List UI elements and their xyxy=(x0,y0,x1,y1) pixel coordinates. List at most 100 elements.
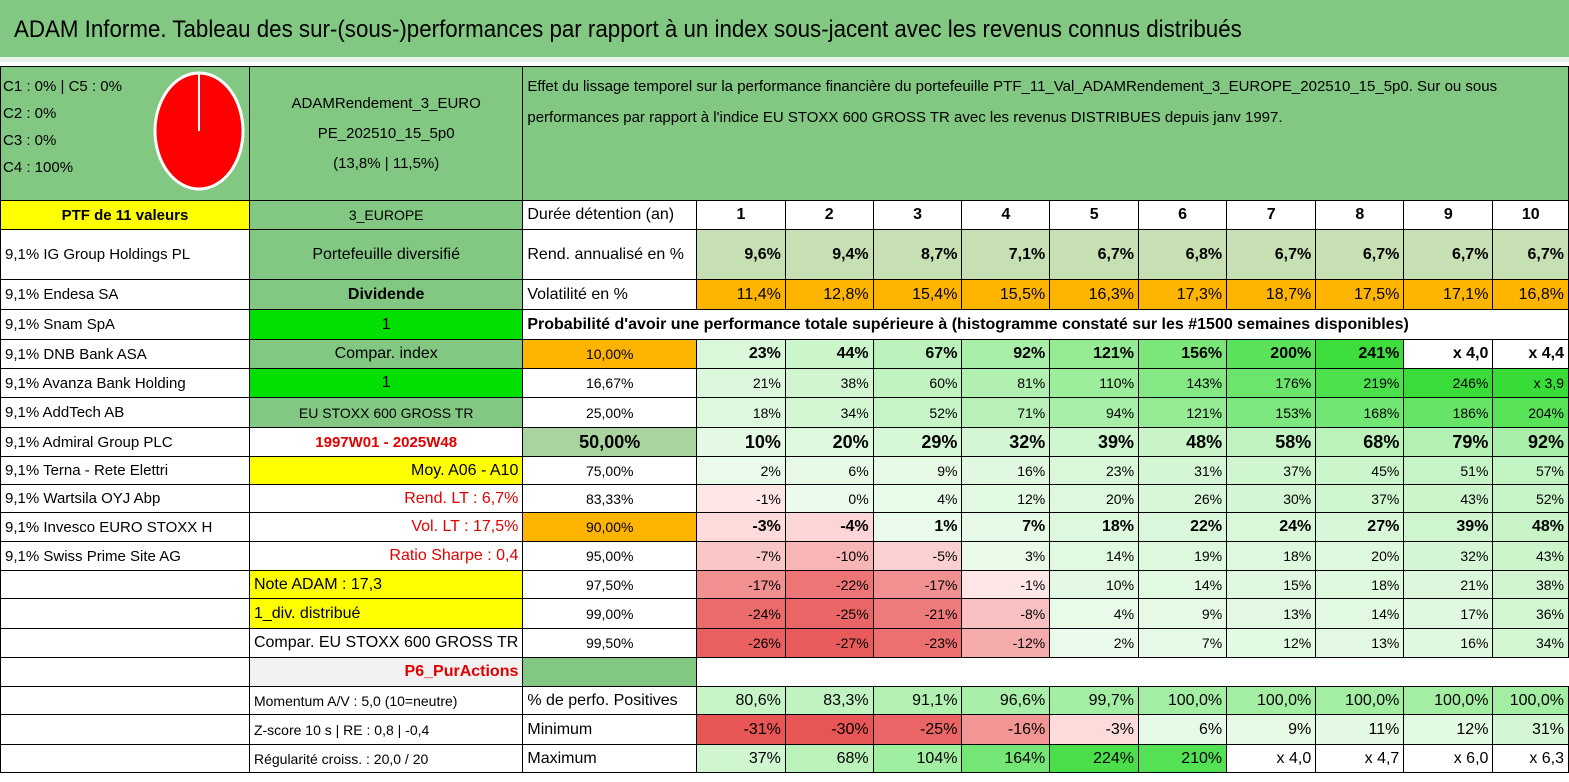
empty-cell xyxy=(697,658,1569,687)
probability-value: 38% xyxy=(784,368,874,398)
probability-value: 200% xyxy=(1226,339,1317,369)
portfolio-name-line: ADAMRendement_3_EURO xyxy=(291,94,481,112)
probability-value: 9% xyxy=(1138,598,1228,629)
empty-holding-cell xyxy=(0,657,250,687)
probability-value: -4% xyxy=(784,512,874,542)
probability-value: 12% xyxy=(1226,628,1317,658)
probability-value: -12% xyxy=(961,628,1051,658)
empty-holding-cell xyxy=(0,686,250,715)
maximum-label: Maximum xyxy=(522,744,698,773)
year-header: 2 xyxy=(784,200,874,230)
info-category: P6_PurActions xyxy=(248,657,524,687)
probability-value: 4% xyxy=(872,484,963,513)
vol-value: 17,1% xyxy=(1403,279,1494,310)
portfolio-count: PTF de 11 valeurs xyxy=(0,200,250,230)
probability-value: 10% xyxy=(1049,570,1140,599)
holding-row: 9,1% Admiral Group PLC xyxy=(0,427,250,457)
probability-value: 38% xyxy=(1492,570,1569,599)
rend-value: 6,7% xyxy=(1226,229,1317,280)
probability-value: -3% xyxy=(696,512,786,542)
empty-cell xyxy=(522,657,698,687)
probability-value: -22% xyxy=(784,570,874,599)
probability-level: 99,00% xyxy=(522,598,698,629)
maximum-value: x 6,3 xyxy=(1492,744,1569,773)
rend-value: 7,1% xyxy=(961,229,1051,280)
probability-value: 219% xyxy=(1315,368,1405,398)
info-compar-index: Compar. index xyxy=(248,339,524,369)
positives-value: 99,7% xyxy=(1049,686,1140,715)
empty-holding-cell xyxy=(0,570,250,599)
probability-value: -21% xyxy=(872,598,963,629)
probability-value: 241% xyxy=(1315,339,1405,369)
info-value: 1 xyxy=(248,368,524,398)
positives-value: 80,6% xyxy=(696,686,786,715)
minimum-value: -31% xyxy=(696,714,786,745)
year-header: 8 xyxy=(1315,200,1405,230)
probability-value: 15% xyxy=(1226,570,1317,599)
holding-row: 9,1% Terna - Rete Elettri xyxy=(0,456,250,485)
probability-level: 95,00% xyxy=(522,541,698,571)
probability-value: 31% xyxy=(1138,456,1228,485)
info-dividende: Dividende xyxy=(248,279,524,310)
positives-value: 83,3% xyxy=(784,686,874,715)
probability-value: 18% xyxy=(1049,512,1140,542)
probability-value: 156% xyxy=(1138,339,1228,369)
probability-value: 30% xyxy=(1226,484,1317,513)
probability-value: 26% xyxy=(1138,484,1228,513)
probability-value: 14% xyxy=(1315,598,1405,629)
probability-value: -24% xyxy=(696,598,786,629)
probability-value: -25% xyxy=(784,598,874,629)
rend-value: 6,7% xyxy=(1403,229,1494,280)
probability-value: 14% xyxy=(1049,541,1140,571)
maximum-value: x 4,0 xyxy=(1226,744,1317,773)
minimum-value: 12% xyxy=(1403,714,1494,745)
probability-value: 110% xyxy=(1049,368,1140,398)
probability-value: 246% xyxy=(1403,368,1494,398)
probability-level: 16,67% xyxy=(522,368,698,398)
probability-value: 3% xyxy=(961,541,1051,571)
probability-value: 68% xyxy=(1315,427,1405,457)
probability-value: 94% xyxy=(1049,397,1140,428)
year-header: 7 xyxy=(1226,200,1317,230)
probability-value: 176% xyxy=(1226,368,1317,398)
info-regularity: Régularité croiss. : 20,0 / 20 xyxy=(248,744,524,773)
probability-value: 18% xyxy=(1315,570,1405,599)
vol-value: 15,5% xyxy=(961,279,1051,310)
probability-value: 21% xyxy=(696,368,786,398)
probability-value: 32% xyxy=(1403,541,1494,571)
probability-value: 43% xyxy=(1403,484,1494,513)
minimum-value: -25% xyxy=(872,714,963,745)
probability-value: x 4,0 xyxy=(1403,339,1494,369)
probability-value: 45% xyxy=(1315,456,1405,485)
probability-value: 18% xyxy=(696,397,786,428)
holding-row: 9,1% Swiss Prime Site AG xyxy=(0,541,250,571)
probability-value: 81% xyxy=(961,368,1051,398)
probability-value: 36% xyxy=(1492,598,1569,629)
maximum-value: 164% xyxy=(961,744,1051,773)
probability-value: -5% xyxy=(872,541,963,571)
maximum-value: 68% xyxy=(784,744,874,773)
probability-value: 13% xyxy=(1226,598,1317,629)
probability-value: 51% xyxy=(1403,456,1494,485)
maximum-value: x 4,7 xyxy=(1315,744,1405,773)
minimum-value: 6% xyxy=(1138,714,1228,745)
probability-level: 90,00% xyxy=(522,512,698,542)
probability-value: 60% xyxy=(872,368,963,398)
probability-value: 92% xyxy=(1492,427,1569,457)
probability-value: 4% xyxy=(1049,598,1140,629)
minimum-value: -30% xyxy=(784,714,874,745)
probability-value: 7% xyxy=(1138,628,1228,658)
minimum-value: -16% xyxy=(961,714,1051,745)
rend-value: 9,4% xyxy=(784,229,874,280)
probability-value: 48% xyxy=(1138,427,1228,457)
info-index-name: EU STOXX 600 GROSS TR xyxy=(248,397,524,428)
allocation-lines: C1 : 0% | C5 : 0% C2 : 0% C3 : 0% C4 : 100% xyxy=(3,73,122,181)
probability-value: 23% xyxy=(1049,456,1140,485)
probability-value: 13% xyxy=(1315,628,1405,658)
probability-level: 25,00% xyxy=(522,397,698,428)
info-diversification: Portefeuille diversifié xyxy=(248,229,524,280)
probability-value: 52% xyxy=(1492,484,1569,513)
probability-value: 39% xyxy=(1403,512,1494,542)
maximum-value: 104% xyxy=(872,744,963,773)
info-period: 1997W01 - 2025W48 xyxy=(248,427,524,457)
